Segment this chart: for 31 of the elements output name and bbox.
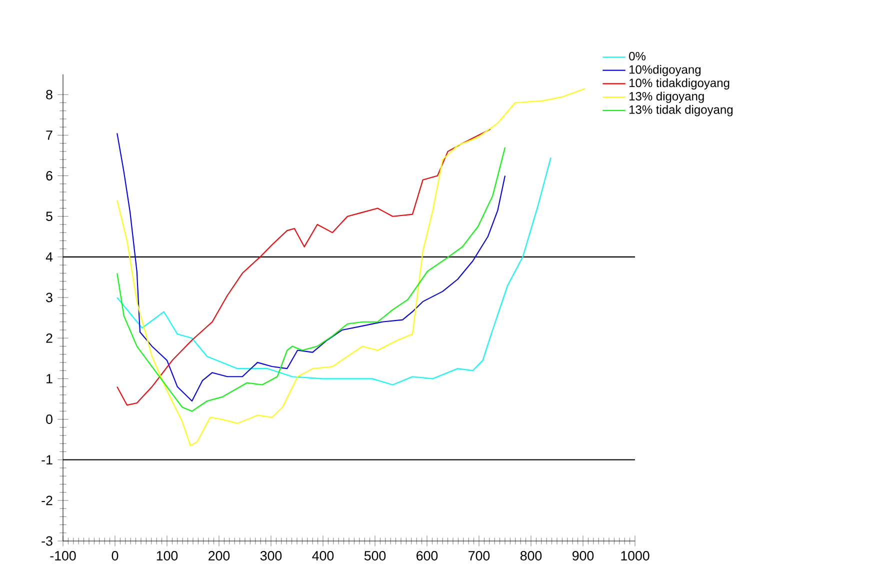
y-tick-label: 1 <box>46 374 52 384</box>
legend-label: 13% digoyang <box>630 92 704 103</box>
legend-label: 0% <box>629 52 646 60</box>
y-tick-label: 4 <box>46 252 53 262</box>
x-tick-label: 400 <box>312 551 334 560</box>
y-tick-label: 7 <box>46 130 52 140</box>
legend-label: 13% tidak digoyang <box>630 105 733 116</box>
x-tick-label: 500 <box>364 551 386 560</box>
y-tick-label: 8 <box>46 90 52 100</box>
y-tick-label: 2 <box>46 333 52 343</box>
y-tick-label: -2 <box>42 496 52 506</box>
line-series <box>116 88 586 446</box>
x-tick-label: 100 <box>156 551 178 560</box>
legend-label: 10%digoyang <box>630 64 701 76</box>
line-series <box>116 156 552 386</box>
y-tick-label: 5 <box>46 212 52 222</box>
y-tick-label: -3 <box>42 536 52 546</box>
x-tick-label: 0 <box>112 551 118 560</box>
x-tick-label: 800 <box>520 551 542 560</box>
y-tick-label: 3 <box>46 292 52 302</box>
y-tick-label: 6 <box>46 171 52 180</box>
x-tick-label: 1000 <box>621 551 650 560</box>
legend-label: 10% tidakdigoyang <box>630 78 730 90</box>
x-tick-label: 600 <box>416 551 438 560</box>
x-tick-label: 200 <box>208 551 230 560</box>
y-tick-label: -1 <box>42 455 52 464</box>
x-tick-label: 700 <box>468 551 490 560</box>
x-tick-label: 300 <box>260 551 282 560</box>
x-tick-label: -100 <box>50 551 76 560</box>
y-tick-label: 0 <box>46 414 52 424</box>
x-tick-label: 900 <box>572 551 594 560</box>
